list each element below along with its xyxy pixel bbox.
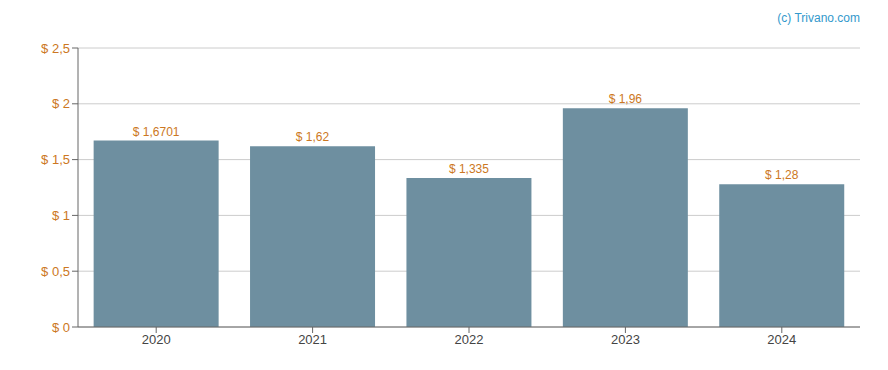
svg-text:$ 2,5: $ 2,5 <box>41 41 70 56</box>
svg-text:2021: 2021 <box>298 332 327 347</box>
svg-text:2023: 2023 <box>611 332 640 347</box>
svg-text:$ 0: $ 0 <box>52 320 70 335</box>
html-text:(c) Trivano.com: (c) Trivano.com <box>777 11 860 25</box>
svg-text:$ 1,335: $ 1,335 <box>449 162 489 176</box>
svg-text:$ 1,62: $ 1,62 <box>296 130 330 144</box>
svg-text:2022: 2022 <box>455 332 484 347</box>
svg-text:$ 1,6701: $ 1,6701 <box>133 125 180 139</box>
svg-text:$ 1,96: $ 1,96 <box>609 92 643 106</box>
svg-text:2020: 2020 <box>142 332 171 347</box>
svg-text:$ 1,5: $ 1,5 <box>41 152 70 167</box>
svg-text:$ 2: $ 2 <box>52 96 70 111</box>
svg-text:$ 1,28: $ 1,28 <box>765 168 799 182</box>
svg-text:2024: 2024 <box>767 332 796 347</box>
svg-text:$ 1: $ 1 <box>52 208 70 223</box>
svg-text:$ 0,5: $ 0,5 <box>41 264 70 279</box>
